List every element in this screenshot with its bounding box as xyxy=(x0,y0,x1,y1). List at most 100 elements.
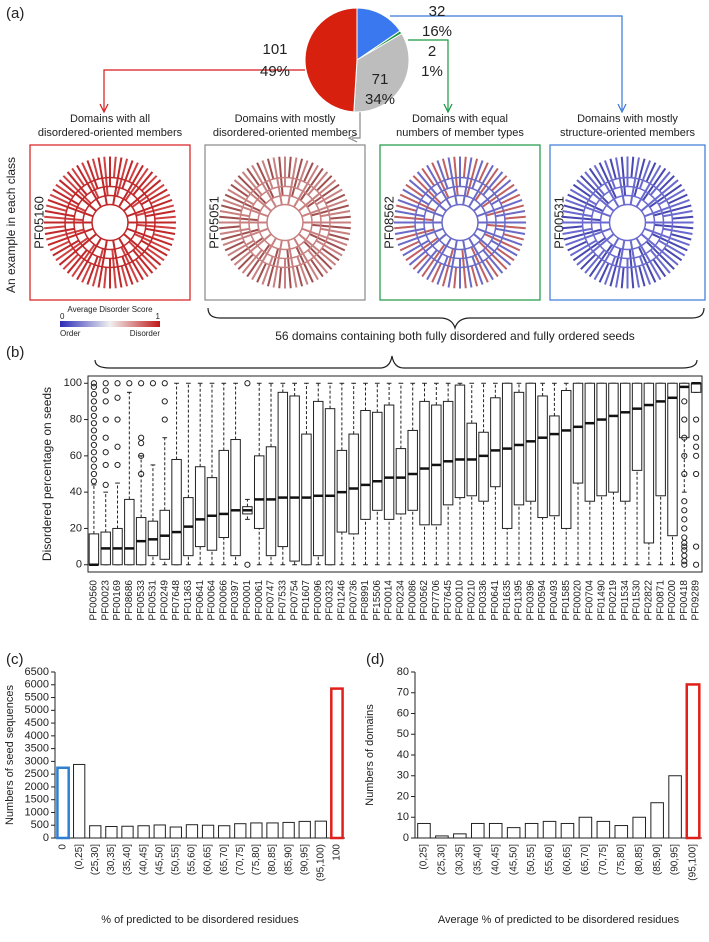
y-axis-title: Disordered percentage on seeds xyxy=(40,387,54,561)
x-tick-label: PF00249 xyxy=(159,580,170,621)
bar xyxy=(578,816,593,839)
x-tick-label: PF01363 xyxy=(183,580,194,621)
tree-arc xyxy=(266,203,304,242)
x-tick-label: PF00641 xyxy=(195,580,206,621)
x-tick-label: (65,70] xyxy=(580,844,591,875)
tree-branch xyxy=(278,156,284,196)
tree-branch xyxy=(562,227,593,235)
tree-branch xyxy=(52,188,80,206)
x-tick-label: PF01534 xyxy=(620,580,631,621)
x-tick-label: PF00754 xyxy=(289,580,300,621)
x-tick-label: (45,50] xyxy=(508,844,519,875)
tree-branch xyxy=(394,210,425,218)
tree-branch xyxy=(328,233,350,241)
box xyxy=(643,382,655,544)
x-tick-label: PF00096 xyxy=(313,580,324,621)
class-box xyxy=(29,144,191,301)
panel-label: (b) xyxy=(6,344,24,361)
bar xyxy=(89,825,102,839)
tree-branch xyxy=(603,160,617,190)
bar xyxy=(234,823,247,839)
tree-branch xyxy=(471,160,484,190)
tree-branch xyxy=(638,246,657,283)
x-tick-label: (70,75] xyxy=(598,844,609,875)
y-tick-label: 2500 xyxy=(25,768,49,780)
tree-branch xyxy=(301,198,348,218)
outlier xyxy=(681,558,688,565)
value-label: 32 xyxy=(429,3,446,20)
x-tick-label: PF00736 xyxy=(348,580,359,621)
tree-branch xyxy=(638,255,652,285)
tree-branch xyxy=(563,228,602,241)
tree-branch xyxy=(315,239,343,257)
tree-branch xyxy=(667,193,688,205)
tree-branch xyxy=(266,158,275,180)
x-tick-label: (55,60] xyxy=(544,844,555,875)
tree-branch xyxy=(638,265,646,287)
tree-branch xyxy=(224,193,261,212)
y-tick-label: 100 xyxy=(64,377,82,389)
box xyxy=(253,455,265,529)
tree-branch xyxy=(561,215,601,222)
class-title: Domains with mostly xyxy=(577,113,678,125)
x-tick-label: PF00023 xyxy=(100,580,111,621)
tree-branch xyxy=(131,183,165,208)
y-tick-label: 3500 xyxy=(25,743,49,755)
tree-branch xyxy=(123,179,162,212)
tree-arc xyxy=(599,194,656,251)
outlier xyxy=(90,427,98,434)
tree-branch xyxy=(315,188,343,206)
tree-branch xyxy=(598,162,617,199)
x-tick-label: PF01607 xyxy=(301,580,312,621)
tree-arc xyxy=(432,194,488,251)
value-label: 71 xyxy=(372,71,389,88)
tree-branch xyxy=(44,227,75,235)
tree-branch xyxy=(662,210,693,218)
tree-arc xyxy=(590,185,665,260)
y-tick-label: 6000 xyxy=(25,679,49,691)
tree-branch xyxy=(295,265,304,287)
tree-branch xyxy=(146,247,165,262)
tree-branch xyxy=(562,210,593,218)
x-tick-label: PF01490 xyxy=(596,580,607,621)
tree-branch xyxy=(462,157,473,205)
tree-branch xyxy=(45,204,67,212)
bar xyxy=(453,833,467,839)
tree-branch xyxy=(395,228,435,241)
tree-branch xyxy=(233,233,272,266)
x-tick-label: PF00001 xyxy=(242,580,253,621)
tree-branch xyxy=(402,188,430,206)
outlier xyxy=(692,416,700,423)
box xyxy=(407,429,418,511)
box xyxy=(655,382,666,497)
tree-branch xyxy=(219,225,241,230)
tree-branch xyxy=(482,171,504,196)
pie-slice xyxy=(304,7,358,113)
tree-branch xyxy=(58,233,97,266)
bar xyxy=(596,820,611,839)
tree-arc xyxy=(423,185,497,260)
outlier xyxy=(102,434,109,441)
box xyxy=(419,400,430,526)
tree-branch xyxy=(588,167,603,187)
x-tick-label: PF01585 xyxy=(561,580,572,621)
tree-branch xyxy=(278,267,283,289)
tree-branch xyxy=(81,162,100,199)
tree-branch xyxy=(287,240,298,288)
x-tick-label: PF00747 xyxy=(266,580,277,621)
tree-branch xyxy=(76,237,102,281)
box xyxy=(501,382,513,529)
y-tick-label: 60 xyxy=(397,707,409,719)
tree-branch xyxy=(256,262,267,283)
tree-branch xyxy=(394,215,434,222)
tree-branch xyxy=(220,228,260,241)
outlier xyxy=(90,398,98,405)
tree-branch xyxy=(474,167,499,201)
bar xyxy=(417,822,431,839)
tree-branch xyxy=(408,233,447,266)
box xyxy=(572,382,584,484)
tree-branch xyxy=(136,223,176,230)
tree-branch xyxy=(486,223,526,230)
x-tick-label: PF01635 xyxy=(502,580,513,621)
box xyxy=(620,382,631,502)
